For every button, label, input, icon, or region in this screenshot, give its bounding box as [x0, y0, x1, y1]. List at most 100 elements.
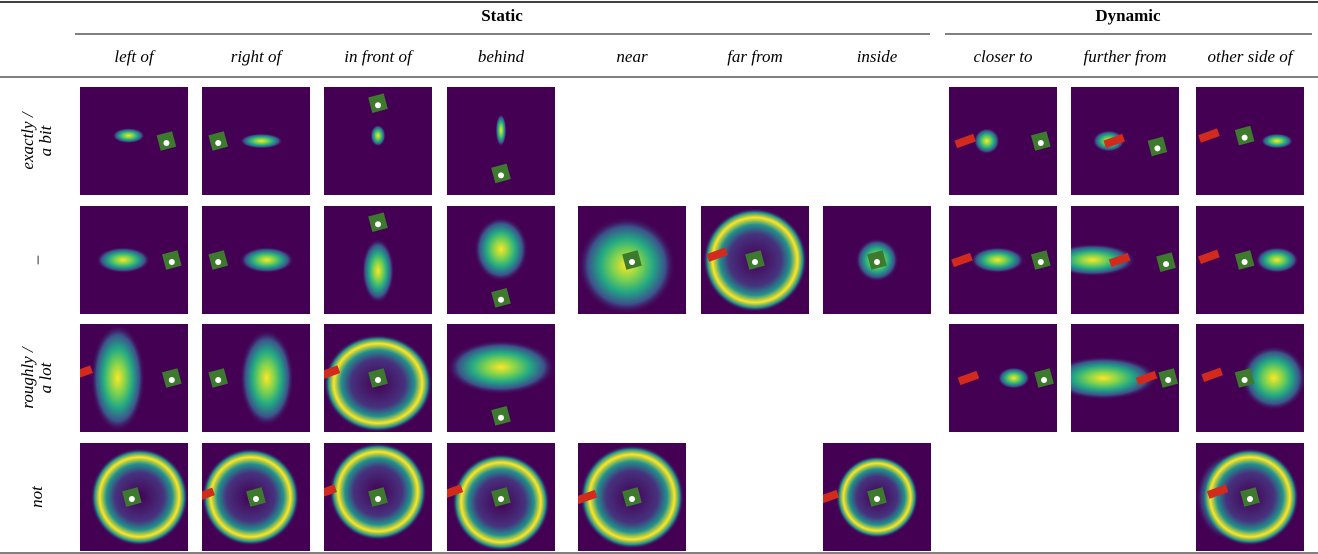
heatmap-content — [91, 448, 188, 545]
object-dot — [375, 221, 381, 227]
heatmap — [823, 206, 931, 314]
row-label: – — [27, 255, 46, 265]
heatmap — [80, 206, 188, 314]
heatmap — [1196, 206, 1304, 314]
object-dot — [498, 496, 504, 502]
column-header: near — [616, 47, 648, 66]
density-blob — [998, 367, 1030, 389]
heatmap — [447, 324, 555, 432]
heatmap-content — [703, 208, 807, 312]
column-header: right of — [231, 47, 284, 66]
heatmap — [202, 324, 310, 432]
heatmap — [1196, 324, 1306, 432]
object-dot — [129, 496, 135, 502]
density-blob — [362, 238, 394, 303]
row-label: roughly / — [18, 345, 37, 409]
heatmap-content — [1196, 448, 1299, 545]
object-dot — [874, 259, 880, 265]
heatmap — [949, 87, 1057, 195]
object-dot — [1163, 261, 1169, 267]
object-dot — [375, 102, 381, 108]
object-dot — [629, 496, 635, 502]
density-blob — [447, 340, 555, 394]
heatmap — [447, 87, 555, 195]
row-label: exactly / — [18, 110, 37, 169]
heatmap — [202, 87, 310, 195]
heatmap — [1196, 443, 1304, 551]
object-dot — [1165, 377, 1171, 383]
heatmap-content — [855, 238, 898, 281]
heatmap — [1196, 87, 1304, 195]
density-blob — [240, 133, 283, 148]
density-blob — [971, 247, 1025, 273]
row-label: a bit — [36, 124, 55, 156]
object-dot — [215, 140, 221, 146]
density-blob — [974, 128, 1000, 154]
object-dot — [169, 259, 175, 265]
object-dot — [253, 496, 259, 502]
object-dot — [752, 259, 758, 265]
column-header: other side of — [1208, 47, 1295, 66]
density-blob — [96, 247, 150, 273]
density-blob — [370, 125, 385, 147]
heatmap — [315, 443, 432, 551]
heatmap — [80, 87, 188, 195]
column-header: in front of — [344, 47, 414, 66]
heatmap — [818, 443, 931, 551]
column-header: inside — [857, 47, 898, 66]
object-dot — [1242, 135, 1248, 141]
object-dot — [498, 297, 504, 303]
heatmap — [193, 443, 310, 551]
object-dot — [1242, 259, 1248, 265]
column-header: far from — [727, 47, 783, 66]
column-header: left of — [114, 47, 155, 66]
heatmap-content — [578, 217, 675, 314]
column-header: further from — [1084, 47, 1167, 66]
column-header: closer to — [973, 47, 1032, 66]
heatmap — [1071, 87, 1179, 195]
object-dot — [1247, 496, 1253, 502]
object-dot — [169, 377, 175, 383]
heatmap — [949, 324, 1057, 432]
object-dot — [629, 259, 635, 265]
heatmap — [701, 206, 809, 314]
heatmap — [576, 443, 686, 551]
heatmap — [80, 443, 188, 551]
heatmap — [1049, 206, 1179, 314]
density-blob — [474, 217, 528, 282]
object-dot — [1242, 377, 1248, 383]
object-dot — [498, 415, 504, 421]
heatmap — [442, 443, 555, 551]
heatmap — [324, 87, 432, 195]
heatmap — [324, 206, 432, 314]
object-dot — [1041, 377, 1047, 383]
row-label: a lot — [36, 361, 55, 393]
heatmap — [578, 206, 686, 314]
heatmap — [71, 324, 188, 432]
density-blob — [112, 128, 144, 143]
density-blob — [1255, 247, 1298, 273]
density-blob — [496, 114, 507, 146]
column-header: behind — [478, 47, 525, 66]
density-blob — [240, 329, 294, 426]
heatmap — [949, 206, 1057, 314]
object-dot — [1038, 140, 1044, 146]
object-dot — [375, 377, 381, 383]
object-dot — [1154, 145, 1160, 151]
group-header: Static — [481, 6, 523, 25]
group-header: Dynamic — [1095, 6, 1161, 25]
object-dot — [1038, 259, 1044, 265]
object-dot — [215, 377, 221, 383]
object-dot — [375, 496, 381, 502]
object-dot — [215, 259, 221, 265]
object-dot — [874, 496, 880, 502]
figure: Static Dynamic left of right of in front of b… — [0, 0, 1318, 554]
heatmap — [1049, 324, 1179, 432]
object-dot — [498, 172, 504, 178]
row-label: not — [27, 485, 46, 508]
heatmap — [202, 206, 310, 314]
density-blob — [91, 324, 145, 432]
heatmap — [447, 206, 555, 314]
density-blob — [1261, 133, 1293, 148]
density-blob — [240, 247, 294, 273]
